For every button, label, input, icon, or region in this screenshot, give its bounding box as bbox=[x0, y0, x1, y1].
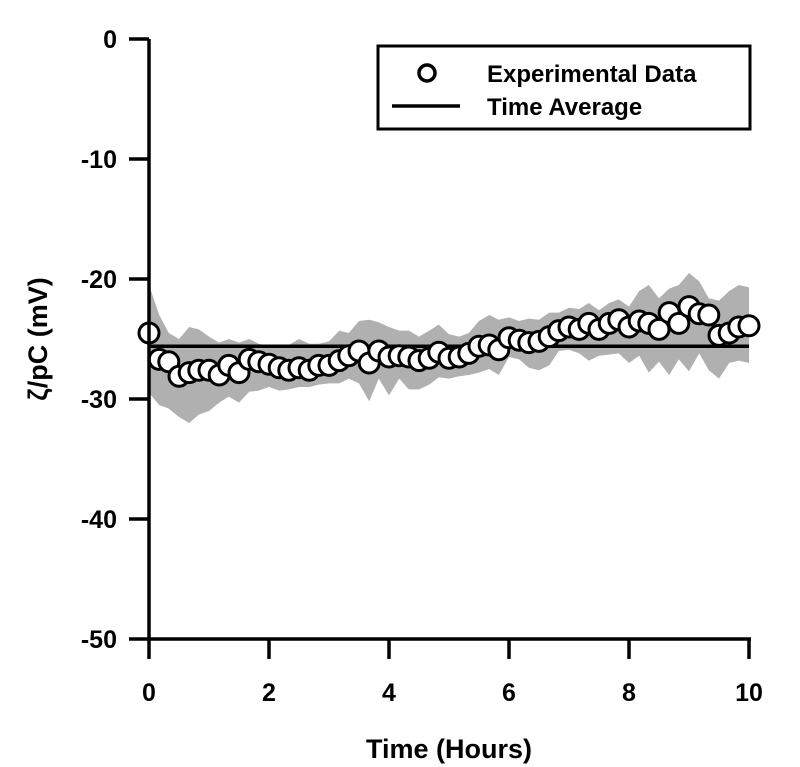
x-tick-label: 8 bbox=[622, 679, 636, 707]
x-tick-label: 0 bbox=[142, 679, 156, 707]
x-axis-label: Time (Hours) bbox=[366, 734, 532, 764]
y-tick-label: 0 bbox=[103, 26, 117, 54]
data-markers-layer bbox=[137, 295, 761, 388]
data-point bbox=[667, 311, 691, 335]
y-ticks: 0 -10 -20 -30 -40 -50 bbox=[81, 26, 149, 654]
y-tick-label: -30 bbox=[81, 386, 117, 414]
legend: Experimental Data Time Average bbox=[376, 44, 752, 131]
legend-box bbox=[376, 44, 752, 131]
y-axis-label: ζ/pC (mV) bbox=[23, 277, 53, 400]
y-tick-label: -40 bbox=[81, 506, 117, 534]
x-tick-label: 10 bbox=[735, 679, 763, 707]
legend-marker-icon bbox=[417, 63, 437, 83]
x-tick-label: 6 bbox=[502, 679, 516, 707]
y-tick-label: -50 bbox=[81, 626, 117, 654]
data-point bbox=[697, 303, 721, 327]
y-tick-label: -20 bbox=[81, 266, 117, 294]
legend-label-experimental: Experimental Data bbox=[487, 61, 697, 88]
axes bbox=[147, 39, 751, 641]
legend-label-average: Time Average bbox=[487, 94, 642, 121]
y-tick-label: -10 bbox=[81, 146, 117, 174]
data-point bbox=[737, 314, 761, 338]
x-tick-label: 2 bbox=[262, 679, 276, 707]
x-ticks: 0 2 4 6 8 10 bbox=[142, 639, 763, 707]
x-tick-label: 4 bbox=[382, 679, 396, 707]
